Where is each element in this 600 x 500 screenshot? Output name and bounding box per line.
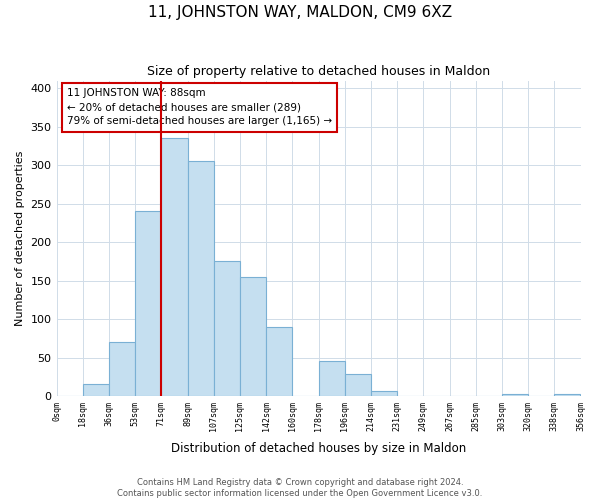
Text: 11 JOHNSTON WAY: 88sqm
← 20% of detached houses are smaller (289)
79% of semi-de: 11 JOHNSTON WAY: 88sqm ← 20% of detached… — [67, 88, 332, 126]
Y-axis label: Number of detached properties: Number of detached properties — [15, 150, 25, 326]
Bar — [554, 394, 580, 396]
Bar — [266, 327, 292, 396]
Bar — [345, 374, 371, 396]
Bar — [83, 384, 109, 396]
Bar — [240, 277, 266, 396]
Bar — [502, 394, 528, 396]
Text: 11, JOHNSTON WAY, MALDON, CM9 6XZ: 11, JOHNSTON WAY, MALDON, CM9 6XZ — [148, 5, 452, 20]
Bar — [214, 262, 240, 396]
Bar — [319, 362, 345, 396]
Text: Contains HM Land Registry data © Crown copyright and database right 2024.
Contai: Contains HM Land Registry data © Crown c… — [118, 478, 482, 498]
Title: Size of property relative to detached houses in Maldon: Size of property relative to detached ho… — [147, 65, 490, 78]
Bar — [109, 342, 135, 396]
Bar — [371, 390, 397, 396]
Bar — [188, 162, 214, 396]
X-axis label: Distribution of detached houses by size in Maldon: Distribution of detached houses by size … — [171, 442, 466, 455]
Bar — [161, 138, 188, 396]
Bar — [135, 212, 161, 396]
